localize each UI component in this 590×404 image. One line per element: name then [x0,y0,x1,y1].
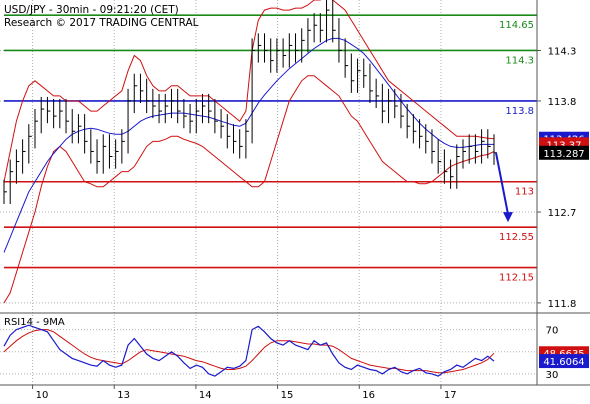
rsi-tag-label: 41.6064 [543,357,584,368]
x-tick-label: 13 [117,390,130,400]
x-tick-label: 10 [36,390,49,400]
level-label: 113.8 [505,106,534,117]
upper-band-line [3,0,495,182]
rsi-line [3,324,495,377]
rsi-tag-box [539,354,589,369]
price-tag-box [539,145,589,160]
y-tick-label: 112.7 [548,208,577,219]
level-label: 112.55 [499,232,534,243]
level-label: 114.3 [505,55,534,66]
y-tick-label: 113.8 [548,97,577,108]
lower-band-line [3,75,495,304]
level-label: 113 [515,187,534,198]
x-tick-label: 15 [281,390,294,400]
moving-average-line [3,37,494,253]
level-label: 114.65 [499,20,534,31]
projection-arrow-shaft [495,152,509,215]
projection-arrow [495,152,513,223]
axes [0,0,590,386]
rsi-title: RSI14 - 9MA [4,317,65,328]
x-tick-label: 14 [199,390,212,400]
price-series [3,0,497,204]
rsi-tick-label: 70 [546,326,559,337]
level-label: 112.15 [499,273,534,284]
price-tags: 113.426113.37113.28748.663541.6064 [539,131,589,369]
moving-average [3,37,494,253]
price-tag-label: 113.287 [543,149,584,160]
x-tick-label: 17 [444,390,457,400]
chart-credit: Research © 2017 TRADING CENTRAL [4,17,199,29]
rsi-tick-label: 30 [546,370,559,381]
projection-arrow-head [503,212,513,223]
x-tick-label: 16 [362,390,375,400]
chart-title: USD/JPY - 30min - 09:21:20 (CET) [4,4,179,16]
bollinger-bands [3,0,495,304]
y-tick-label: 111.8 [548,299,577,310]
rsi-series [3,324,495,377]
y-tick-label: 114.3 [548,46,577,57]
